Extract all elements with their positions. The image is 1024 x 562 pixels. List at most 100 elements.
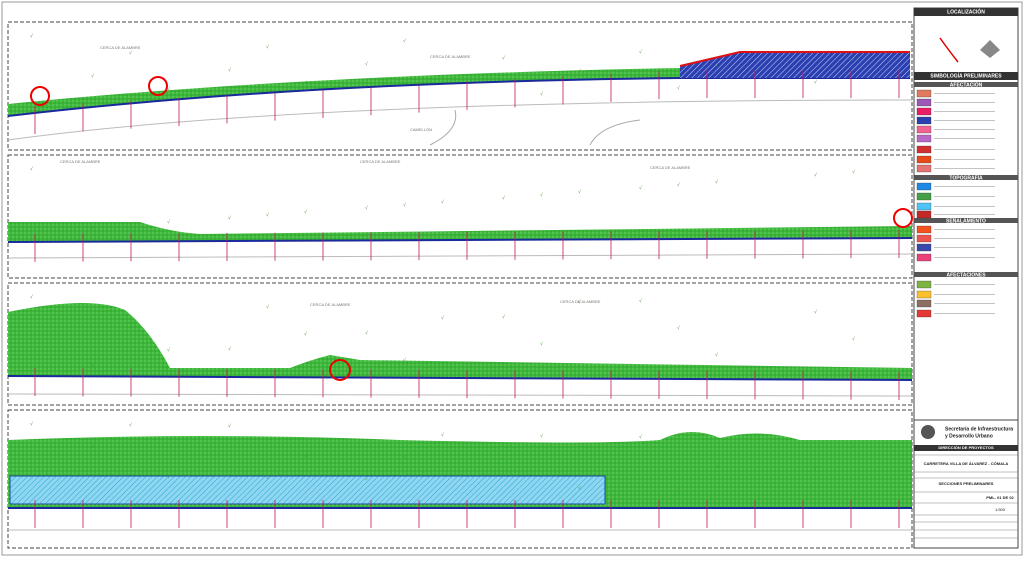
tree-symbol: √	[167, 346, 170, 353]
road-line	[7, 253, 913, 259]
tree-symbol: √	[304, 330, 307, 337]
section-bar	[914, 175, 1018, 180]
tree-symbol: √	[852, 55, 855, 62]
legend-swatch	[916, 192, 932, 201]
legend-swatch	[916, 210, 932, 219]
tree-symbol: √	[814, 171, 817, 178]
tree-symbol: √	[365, 329, 368, 336]
tree-symbol: √	[365, 204, 368, 211]
tree-symbol: √	[814, 308, 817, 315]
tree-symbol: √	[129, 221, 132, 228]
label: CERCA DE ALAMBRE	[360, 159, 401, 164]
tree-symbol: √	[91, 224, 94, 231]
tree-symbol: √	[30, 293, 33, 300]
road-line	[7, 393, 913, 397]
legend-swatch	[916, 243, 932, 252]
header-bar	[914, 8, 1018, 16]
tree-symbol: √	[578, 298, 581, 305]
drawing-title: SECCIONES PRELIMINARES	[939, 481, 994, 486]
edge-line	[7, 375, 913, 381]
heading: SIMBOLOGÍA PRELIMINARES	[930, 71, 1002, 79]
tree-symbol: √	[814, 78, 817, 85]
tree-symbol: √	[266, 43, 269, 50]
road: CARRETERA VILLA DE ÁLVAREZ - CÓMALA	[924, 461, 1009, 466]
tree-symbol: √	[441, 73, 444, 80]
agency: y Desarrollo Urbano	[945, 433, 993, 439]
tree-symbol: √	[715, 178, 718, 185]
section: TOPOGRAFÍA	[949, 173, 983, 181]
tree-symbol: √	[403, 356, 406, 363]
tree-symbol: √	[403, 453, 406, 460]
header-bar	[914, 72, 1018, 80]
label: CERCA DE ALAMBRE	[560, 299, 601, 304]
north-arrow	[980, 40, 1000, 58]
tree-symbol: √	[677, 84, 680, 91]
sheet-number: PML- 01 DE 02	[986, 495, 1014, 500]
legend-swatch	[916, 164, 932, 173]
title-block-rows	[914, 454, 1018, 539]
green-area	[8, 68, 680, 116]
label: CERCA DE ALAMBRE	[100, 45, 141, 50]
tree-symbol: √	[30, 420, 33, 427]
tree-symbol: √	[852, 168, 855, 175]
tree-symbol: √	[677, 324, 680, 331]
section-bar	[914, 272, 1018, 277]
tree-symbol: √	[266, 303, 269, 310]
tree-symbol: √	[228, 66, 231, 73]
tree-symbol: √	[228, 422, 231, 429]
tree-symbol: √	[228, 345, 231, 352]
legend-swatch	[916, 134, 932, 143]
legend-swatch	[916, 98, 932, 107]
tree-symbol: √	[852, 442, 855, 449]
median	[429, 109, 641, 146]
tree-symbol: √	[814, 464, 817, 471]
blue-area	[680, 52, 910, 78]
legend-swatch	[916, 89, 932, 98]
legend-swatch	[916, 309, 932, 318]
tree-symbol: √	[540, 90, 543, 97]
tree-symbol: √	[167, 473, 170, 480]
strip-frame	[7, 21, 913, 151]
legend-swatch	[916, 116, 932, 125]
tree-symbol: √	[304, 208, 307, 215]
tree-symbol: √	[715, 351, 718, 358]
tree-symbol: √	[441, 314, 444, 321]
section: AFECTACIONES	[946, 272, 986, 278]
tree-symbol: √	[441, 198, 444, 205]
legend-swatch	[916, 202, 932, 211]
tree-symbol: √	[403, 201, 406, 208]
tree-symbol: √	[129, 421, 132, 428]
legend-swatch	[916, 290, 932, 299]
label: CERCA DE ALAMBRE	[60, 159, 101, 164]
legend-swatch	[916, 107, 932, 116]
marker-circle	[30, 86, 50, 106]
location-route	[939, 37, 959, 63]
label: CERCA DE ALAMBRE	[310, 302, 351, 307]
section-bar	[914, 218, 1018, 223]
section: SEÑALAMIENTO	[946, 217, 986, 224]
edge-line	[7, 237, 913, 243]
edge-line	[7, 77, 910, 117]
tree-symbol: √	[91, 361, 94, 368]
tree-symbol: √	[304, 452, 307, 459]
legend-swatch	[916, 234, 932, 243]
tree-symbol: √	[578, 188, 581, 195]
tree-symbol: √	[639, 297, 642, 304]
tree-symbol: √	[639, 48, 642, 55]
legend-swatch	[916, 253, 932, 262]
legend-swatch	[916, 155, 932, 164]
header-bar	[914, 445, 1018, 451]
tree-symbol: √	[167, 85, 170, 92]
legend-swatches	[916, 89, 995, 318]
strip-frame	[7, 282, 913, 406]
tree-symbol: √	[578, 67, 581, 74]
legend-swatch	[916, 182, 932, 191]
label: CERCA DE ALAMBRE	[650, 165, 691, 170]
tree-symbol: √	[403, 37, 406, 44]
label: CAMELLÓN	[410, 127, 432, 132]
legend-swatch	[916, 145, 932, 154]
agency: Secretaría de Infraestructura	[945, 426, 1013, 432]
tree-symbol: √	[540, 432, 543, 439]
